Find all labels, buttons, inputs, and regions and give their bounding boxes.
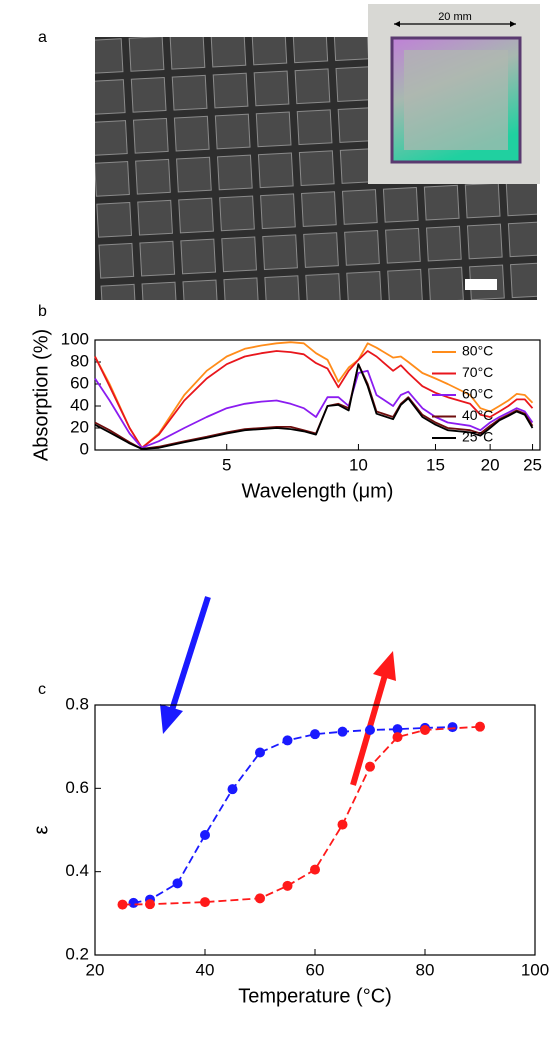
data-point [365, 761, 375, 772]
panel-label: b [38, 303, 47, 320]
data-point [200, 830, 210, 840]
x-tick-label: 80 [416, 960, 435, 979]
data-point [392, 732, 403, 743]
y-tick-label: 40 [70, 395, 89, 414]
x-tick-label: 25 [523, 455, 542, 474]
x-tick-label: 15 [426, 455, 445, 474]
data-point [172, 878, 183, 889]
series-line [133, 726, 453, 904]
data-point [447, 722, 458, 733]
x-tick-label: 60 [306, 960, 325, 979]
data-point [145, 899, 155, 910]
legend-label: 70°C [462, 364, 493, 380]
data-point [200, 897, 210, 908]
series-line [94, 341, 534, 449]
data-point [128, 897, 139, 908]
y-tick-label: 0.6 [65, 778, 89, 797]
inset-label: 20 mm [438, 11, 472, 23]
x-tick-label: 5 [222, 455, 231, 474]
data-point [337, 726, 348, 737]
y-tick-label: 60 [70, 373, 89, 392]
panel-label: c [38, 681, 46, 698]
data-point [475, 721, 485, 732]
x-axis-label: Temperature (°C) [238, 985, 392, 1007]
panel-label: a [38, 29, 47, 46]
y-axis-label: Absorption (%) [30, 329, 52, 461]
y-axis-label: ε [30, 825, 52, 834]
scale-bar [465, 279, 497, 290]
legend-label: 40°C [462, 407, 493, 423]
data-point [337, 819, 348, 830]
y-tick-label: 0.2 [65, 944, 89, 963]
x-tick-label: 20 [481, 455, 500, 474]
data-point [117, 899, 128, 910]
y-tick-label: 0 [80, 439, 89, 458]
series-line [94, 363, 534, 450]
x-tick-label: 40 [196, 960, 215, 979]
data-point [282, 880, 293, 891]
legend-label: 60°C [462, 386, 493, 402]
y-tick-label: 80 [70, 351, 89, 370]
x-axis-label: Wavelength (μm) [242, 480, 394, 502]
cooling-arrow [160, 596, 211, 734]
legend-label: 25°C [462, 429, 493, 445]
plot-frame [94, 704, 536, 956]
x-tick-label: 100 [521, 960, 549, 979]
y-tick-label: 100 [61, 329, 89, 348]
y-tick-label: 0.8 [65, 694, 89, 713]
data-point [255, 747, 265, 758]
data-point [365, 725, 375, 735]
y-tick-label: 20 [70, 417, 89, 436]
data-point [227, 784, 238, 795]
inset-photo [368, 4, 540, 184]
data-point [255, 893, 265, 904]
y-tick-label: 0.4 [65, 861, 89, 880]
legend-label: 80°C [462, 343, 493, 359]
data-point [310, 864, 320, 875]
data-point [282, 735, 293, 746]
data-point [392, 724, 403, 735]
x-tick-label: 10 [349, 455, 368, 474]
x-tick-label: 20 [86, 960, 105, 979]
data-point [310, 729, 320, 740]
data-point [420, 725, 430, 735]
series-line [94, 350, 534, 449]
series-line [122, 725, 481, 906]
plot-frame [94, 339, 541, 451]
